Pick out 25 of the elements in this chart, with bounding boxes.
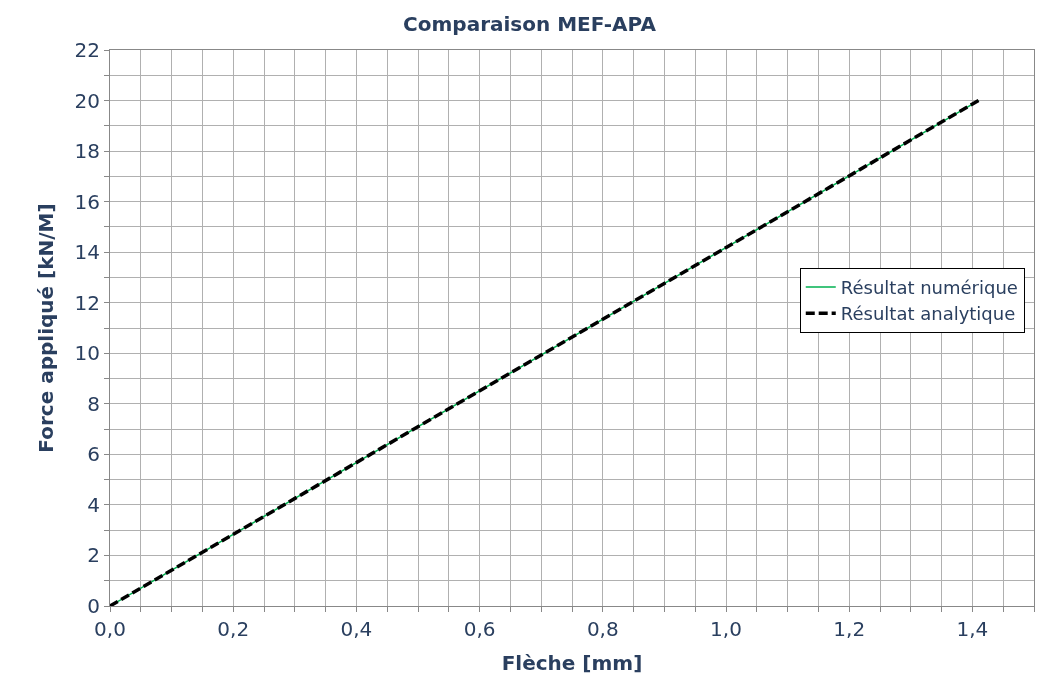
y-tick-label: 22 (74, 38, 100, 62)
y-tick-label: 4 (87, 492, 100, 517)
legend-label: Résultat analytique (840, 303, 1016, 325)
y-tick-label: 10 (74, 341, 100, 366)
y-tick-label: 8 (87, 391, 100, 416)
y-tick-label: 0 (87, 594, 100, 618)
y-tick-label: 14 (74, 240, 100, 265)
x-tick-label: 1,0 (710, 617, 742, 641)
x-tick-label: 0,8 (586, 617, 619, 641)
x-tick-label: 1,2 (833, 617, 866, 641)
y-tick-label: 2 (87, 543, 100, 568)
chart-title: Comparaison MEF-APA (403, 12, 657, 37)
y-tick-label: 20 (74, 88, 100, 113)
y-axis-title: Force appliqué [kN/M] (34, 203, 59, 453)
x-tick-label: 0,4 (340, 617, 373, 641)
x-axis-title: Flèche [mm] (501, 650, 643, 675)
x-tick-label: 0,2 (217, 617, 250, 641)
y-tick-label: 12 (74, 290, 100, 315)
x-tick-label: 0,0 (94, 617, 126, 641)
x-tick-label: 1,4 (956, 617, 989, 641)
x-tick-label: 0,6 (463, 617, 496, 641)
y-tick-label: 6 (87, 442, 100, 467)
y-tick-label: 18 (74, 139, 100, 164)
legend-label: Résultat numérique (840, 276, 1018, 298)
y-tick-label: 16 (74, 189, 100, 214)
